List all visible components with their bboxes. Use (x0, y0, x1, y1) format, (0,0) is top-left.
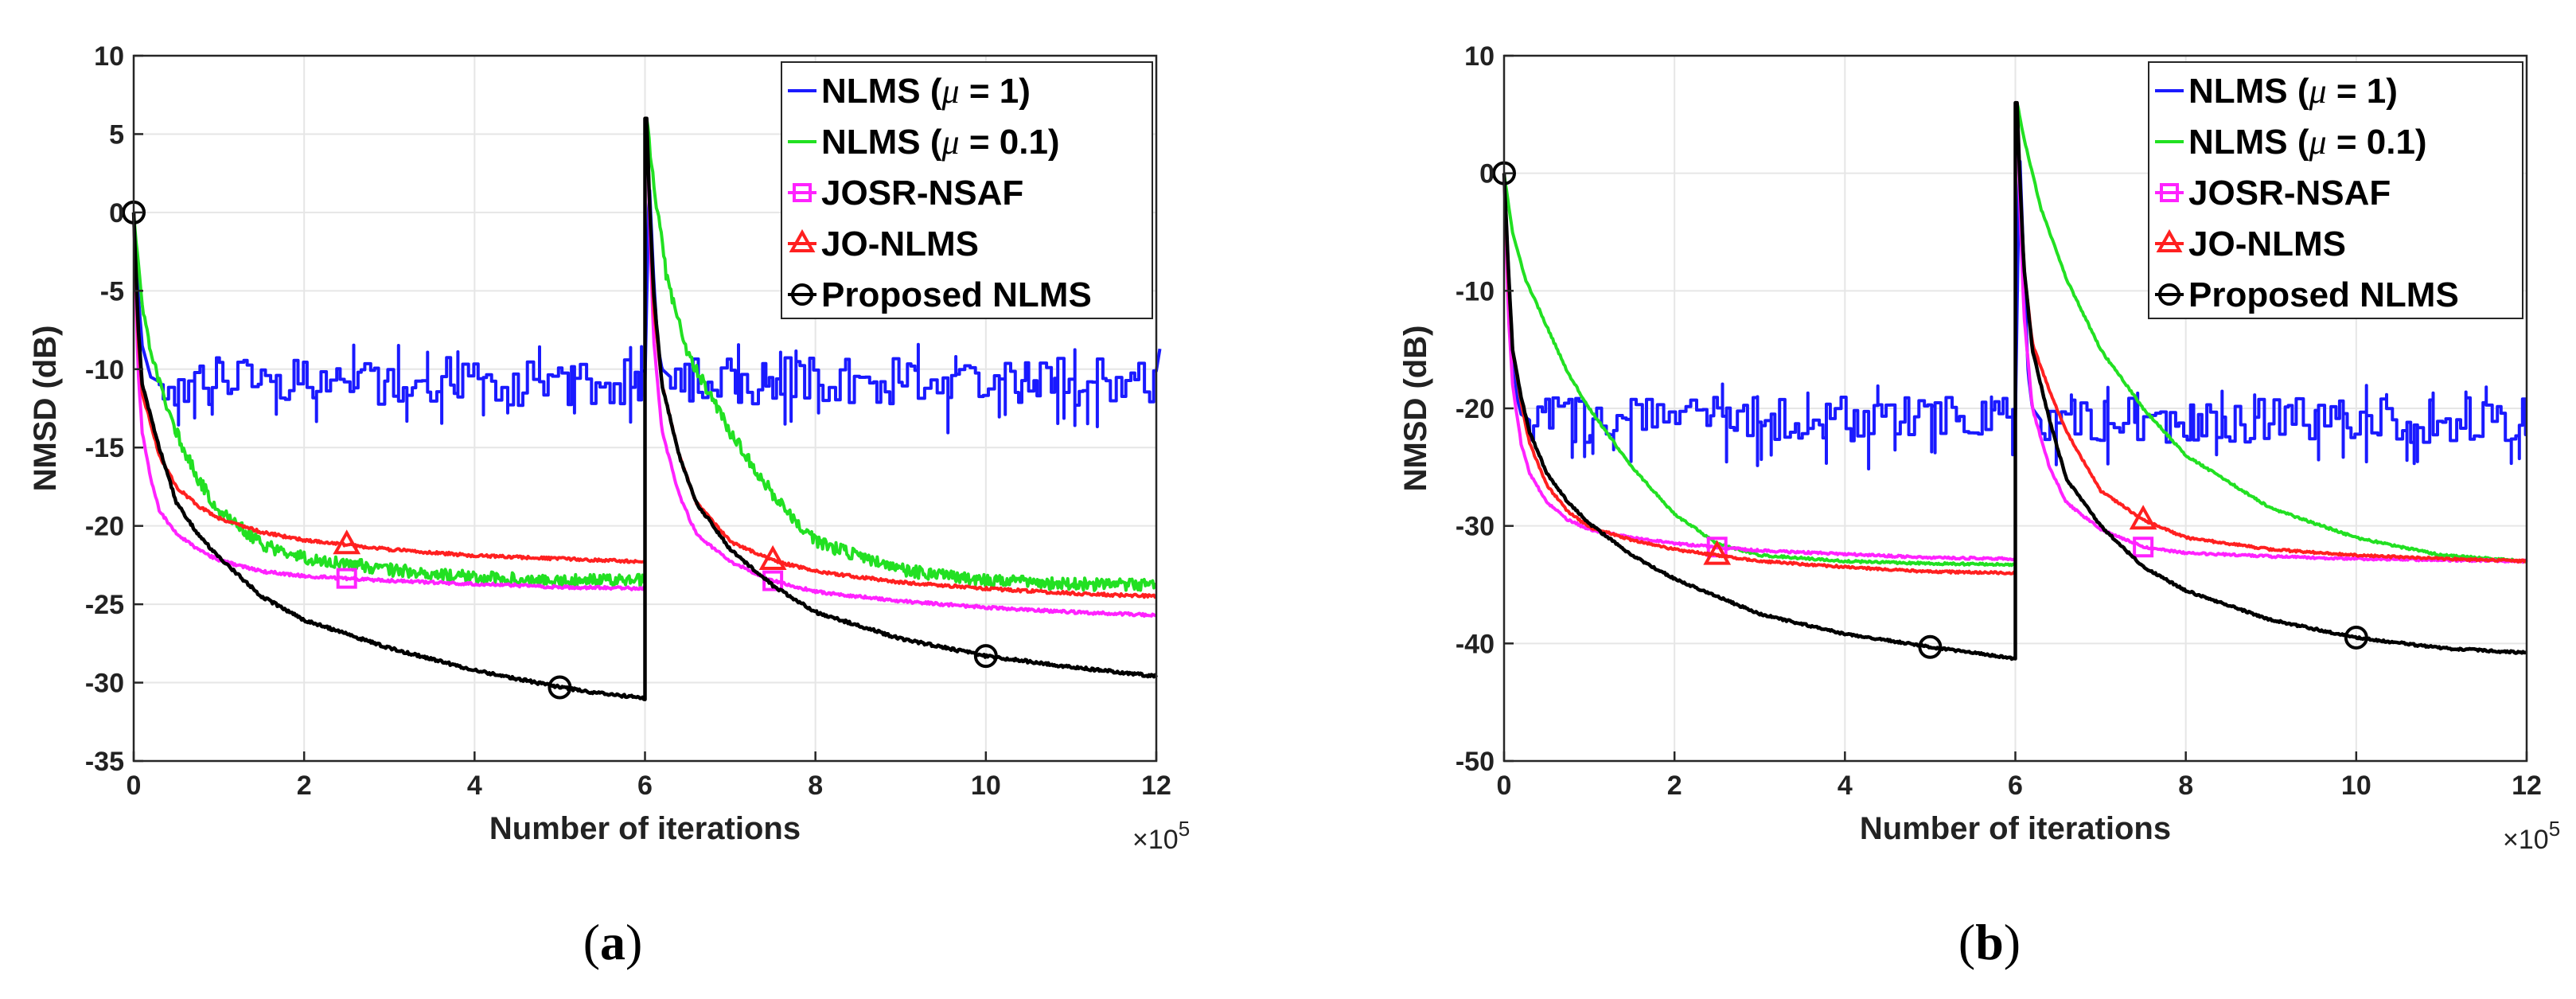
data-point-marker (548, 675, 572, 700)
x-tick-label: 6 (2008, 771, 2023, 801)
y-tick-label: -10 (1456, 276, 1495, 306)
series-line-proposed-nlms (1502, 100, 2527, 661)
data-point-marker (758, 544, 787, 570)
x-axis-multiplier: ×105 (2503, 817, 2560, 855)
legend-entry-proposed-nlms: Proposed NLMS (2155, 275, 2459, 314)
data-point-marker (333, 529, 361, 555)
legend-marker (793, 183, 812, 202)
legend-entry-nlms-mu-1: NLMS (μ = 1) (788, 72, 1031, 111)
legend-label: JOSR-NSAF (821, 174, 1023, 213)
x-tick-label: 4 (467, 771, 482, 801)
chart-panel-b: 0 2 4 6 8 10 12 -50 -40 -30 -20 -10 0 10 Number of ite… (1398, 41, 2560, 970)
series-group (122, 116, 1162, 701)
legend-entry-nlms-mu-1: NLMS (μ = 1) (2155, 72, 2398, 111)
x-axis-multiplier: ×105 (1132, 817, 1190, 855)
legend-marker (2158, 283, 2180, 306)
data-point-marker (2129, 505, 2157, 530)
panel-caption: (b) (1958, 914, 2021, 970)
x-tick-label: 10 (2341, 771, 2371, 801)
y-tick-label: -30 (85, 669, 124, 699)
data-point-marker (973, 644, 998, 669)
y-tick-label: 5 (109, 119, 124, 150)
legend-label: NLMS (μ = 1) (821, 72, 1031, 111)
legend-label: Proposed NLMS (2188, 275, 2459, 314)
y-tick-label: -20 (85, 512, 124, 542)
legend-entry-nlms-mu-0-1: NLMS (μ = 0.1) (2155, 123, 2427, 162)
legend-marker (791, 283, 813, 306)
legend-entry-josr-nsaf: JOSR-NSAF (788, 174, 1023, 213)
y-tick-label: -15 (85, 433, 124, 463)
x-tick-label: 4 (1837, 771, 1853, 801)
legend: NLMS (μ = 1) NLMS (μ = 0.1) JOSR-NSAF JO-NL… (2148, 61, 2523, 319)
legend-label: JOSR-NSAF (2188, 174, 2391, 213)
series-group (1492, 100, 2528, 661)
y-axis-label: NMSD (dB) (28, 326, 63, 492)
legend-label: NLMS (μ = 1) (2188, 72, 2398, 111)
data-point-marker (1918, 634, 1943, 659)
legend-label: NLMS (μ = 0.1) (821, 123, 1060, 162)
y-tick-label: -30 (1456, 512, 1495, 542)
legend-entry-jo-nlms: JO-NLMS (788, 224, 979, 263)
legend-entry-jo-nlms: JO-NLMS (2155, 224, 2346, 263)
legend-label: Proposed NLMS (821, 275, 1092, 314)
legend: NLMS (μ = 1) NLMS (μ = 0.1) JOSR-NSAF JO-NL… (781, 61, 1153, 319)
y-tick-label: -50 (1456, 747, 1495, 777)
legend-marker (2156, 228, 2183, 252)
series-line-proposed-nlms (131, 116, 1159, 701)
chart-panel-a: 0 2 4 6 8 10 12 -35 -30 -25 -20 -15 -10 -5 0 5 10 Number … (28, 41, 1190, 970)
legend-entry-proposed-nlms: Proposed NLMS (788, 275, 1092, 314)
data-point-marker (1703, 540, 1732, 565)
x-tick-label: 0 (1497, 771, 1512, 801)
y-tick-label: -10 (85, 355, 124, 385)
legend-marker (789, 228, 816, 252)
x-tick-label: 12 (2512, 771, 2542, 801)
legend-entry-nlms-mu-0-1: NLMS (μ = 0.1) (788, 123, 1060, 162)
x-axis-label: Number of iterations (489, 811, 801, 846)
y-tick-label: 10 (94, 41, 124, 72)
legend-box (781, 61, 1153, 319)
y-axis-label: NMSD (dB) (1398, 326, 1433, 492)
x-tick-label: 8 (808, 771, 823, 801)
x-tick-label: 2 (1667, 771, 1682, 801)
legend-label: JO-NLMS (821, 224, 979, 263)
data-point-marker (2133, 537, 2154, 558)
x-tick-label: 8 (2178, 771, 2193, 801)
data-point-marker (336, 568, 357, 589)
y-tick-label: 10 (1464, 41, 1495, 72)
y-tick-label: -35 (85, 747, 124, 777)
x-axis-label: Number of iterations (1860, 811, 2171, 846)
legend-box (2148, 61, 2523, 319)
y-tick-label: 0 (1479, 159, 1495, 189)
y-tick-label: -5 (100, 276, 124, 306)
y-tick-label: -20 (1456, 394, 1495, 424)
x-tick-label: 2 (297, 771, 312, 801)
y-tick-label: -40 (1456, 629, 1495, 659)
x-tick-label: 0 (127, 771, 142, 801)
y-tick-label: -25 (85, 590, 124, 620)
legend-marker (2160, 183, 2179, 202)
y-tick-label: 0 (109, 198, 124, 228)
panel-caption: (a) (583, 914, 643, 970)
legend-entry-josr-nsaf: JOSR-NSAF (2155, 174, 2391, 213)
legend-label: JO-NLMS (2188, 224, 2346, 263)
x-tick-label: 10 (971, 771, 1001, 801)
x-tick-label: 12 (1141, 771, 1171, 801)
x-tick-label: 6 (637, 771, 653, 801)
legend-label: NLMS (μ = 0.1) (2188, 123, 2427, 162)
data-point-marker (2344, 625, 2368, 650)
